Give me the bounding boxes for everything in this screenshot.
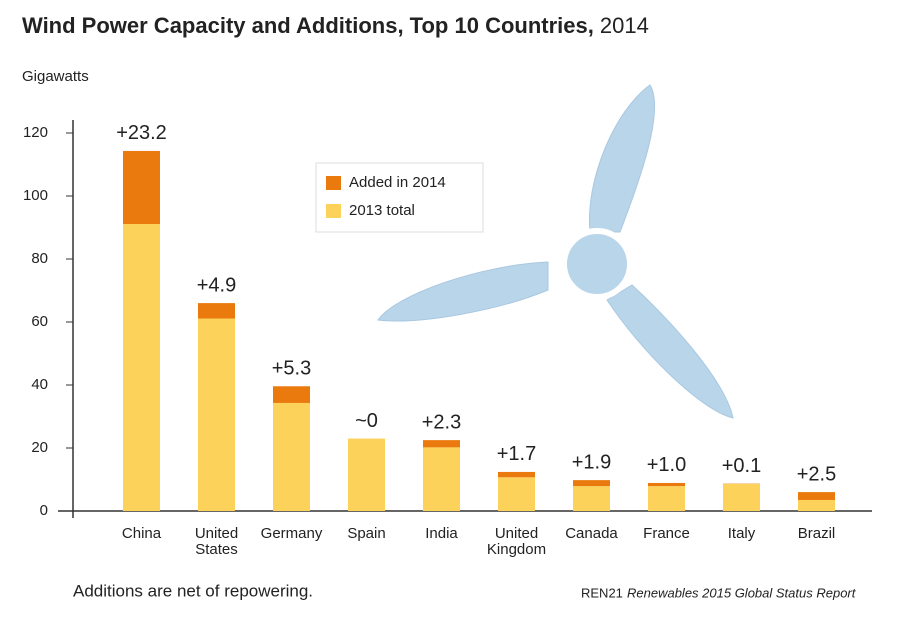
note: Additions are net of repowering.	[73, 581, 313, 600]
value-label: +4.9	[197, 274, 236, 296]
bar-segment	[123, 224, 160, 511]
y-tick-label: 0	[40, 502, 48, 519]
source-org: REN21	[581, 585, 623, 600]
value-label: +1.7	[497, 443, 536, 465]
x-tick-label: Spain	[347, 525, 385, 542]
bar-segment	[573, 486, 610, 511]
x-tick-label: France	[643, 525, 690, 542]
chart-subtitle: 2014	[600, 13, 649, 38]
bar-segment	[498, 471, 535, 478]
x-tick-label: Germany	[261, 525, 323, 542]
legend-box	[315, 162, 484, 233]
x-tick-label: United	[195, 525, 238, 542]
x-tick-label: States	[195, 541, 238, 558]
bar-segment	[648, 486, 685, 511]
value-label: +23.2	[116, 122, 167, 144]
source-title: Renewables 2015 Global Status Report	[627, 585, 857, 600]
x-tick-label: Brazil	[798, 525, 836, 542]
bar-segment	[423, 440, 460, 448]
bar-segment	[198, 318, 235, 511]
x-tick-label: Kingdom	[487, 541, 546, 558]
bar-segment	[648, 482, 685, 487]
bar-segment	[498, 477, 535, 511]
bar-segment	[348, 438, 385, 511]
bar-segment	[198, 303, 235, 319]
legend-swatch	[326, 204, 341, 218]
legend-label: Added in 2014	[349, 174, 446, 191]
value-label: +2.3	[422, 411, 461, 433]
y-axis-label: Gigawatts	[22, 68, 89, 85]
value-label: +1.9	[572, 451, 611, 473]
value-label: +1.0	[647, 454, 686, 476]
bar-segment	[798, 492, 835, 500]
bar-segment	[273, 402, 310, 511]
y-tick-label: 100	[23, 187, 48, 204]
bar-segment	[123, 150, 160, 225]
y-tick-label: 120	[23, 124, 48, 141]
legend-label: 2013 total	[349, 202, 415, 219]
x-tick-label: Canada	[565, 525, 618, 542]
x-tick-label: United	[495, 525, 538, 542]
chart-title: Wind Power Capacity and Additions, Top 1…	[22, 13, 594, 38]
bar-segment	[798, 499, 835, 511]
value-label: +2.5	[797, 463, 836, 485]
bar-segment	[423, 447, 460, 511]
x-tick-label: China	[122, 525, 162, 542]
legend-swatch	[326, 176, 341, 190]
x-tick-label: India	[425, 525, 458, 542]
value-label: +5.3	[272, 358, 311, 380]
y-tick-label: 80	[31, 250, 48, 267]
bar-segment	[573, 480, 610, 487]
y-tick-label: 20	[31, 439, 48, 456]
x-tick-label: Italy	[728, 525, 756, 542]
y-tick-label: 40	[31, 376, 48, 393]
bar-segment	[723, 483, 760, 511]
bar-segment	[273, 386, 310, 403]
y-tick-label: 60	[31, 313, 48, 330]
turbine-decoration	[377, 84, 734, 419]
value-label: +0.1	[722, 455, 761, 477]
value-label: ~0	[355, 410, 378, 432]
